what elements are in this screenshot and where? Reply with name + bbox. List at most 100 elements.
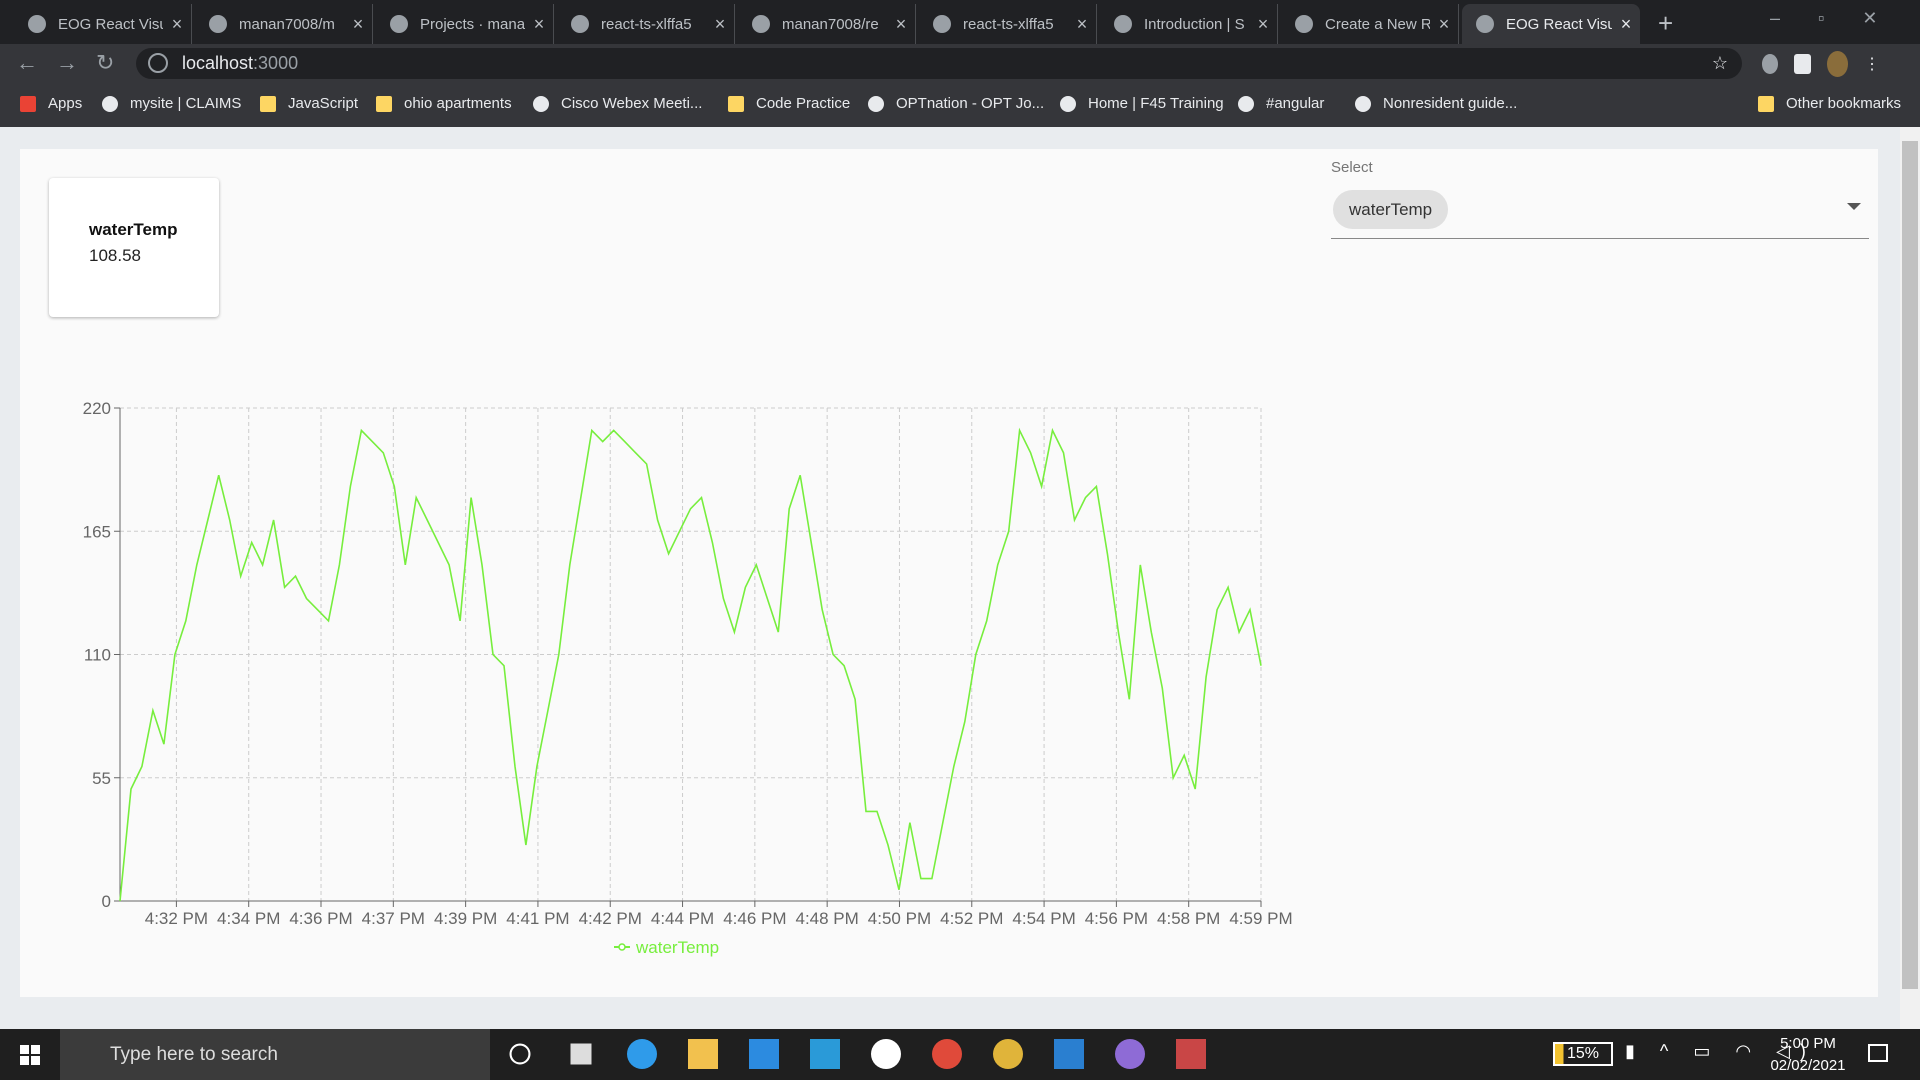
bookmark-icon <box>533 95 549 112</box>
bookmark[interactable]: Code Practice <box>728 95 850 112</box>
bookmark[interactable]: #angular <box>1238 95 1324 112</box>
pinned-apps[interactable] <box>505 1039 1206 1069</box>
x-tick-label: 4:58 PM <box>1157 909 1220 928</box>
tab[interactable]: Projects · mana × <box>376 4 554 44</box>
x-tick-label: 4:44 PM <box>651 909 714 928</box>
tab[interactable]: Create a New R × <box>1281 4 1459 44</box>
content: waterTemp 108.58 Select waterTemp 0 55 110… <box>0 127 1900 1029</box>
port: :3000 <box>253 53 299 73</box>
bookmark[interactable]: JavaScript <box>260 95 358 112</box>
chart: 0 55 110 165 220 4:32 PM 4:34 PM 4:36 PM 4:37 PM… <box>83 399 1293 957</box>
x-tick-label: 4:54 PM <box>1012 909 1075 928</box>
tab-icon <box>390 15 408 33</box>
new-tab[interactable]: + <box>1658 8 1674 38</box>
tab[interactable]: react-ts-xlffa5 × <box>557 4 735 44</box>
dashboard: waterTemp 108.58 Select waterTemp 0 55 110… <box>20 149 1878 997</box>
tab-close[interactable]: × <box>1076 13 1088 34</box>
y-tick-label: 55 <box>92 769 111 788</box>
tab-close[interactable]: × <box>352 13 364 34</box>
x-tick-label: 4:36 PM <box>289 909 352 928</box>
bookmark-icon <box>868 95 884 112</box>
tab-icon <box>752 15 770 33</box>
tab-title: Projects · mana <box>420 15 525 33</box>
tab-title: react-ts-xlffa5 <box>963 15 1054 33</box>
bookmark[interactable]: mysite | CLAIMS <box>102 95 241 112</box>
tab[interactable]: EOG React Visu × <box>1462 4 1640 44</box>
bookmark-label: Code Practice <box>756 95 851 112</box>
tab-icon <box>1114 15 1132 33</box>
bookmark[interactable]: OPTnation - OPT Jo... <box>868 95 1044 112</box>
tab-title: EOG React Visu <box>58 15 163 33</box>
bookmark[interactable]: Home | F45 Training <box>1060 95 1224 112</box>
bookmark[interactable]: Other bookmarks <box>1758 95 1901 112</box>
omnibox[interactable]: localhost:3000 ☆ <box>136 48 1742 79</box>
window-controls: –▫✕ <box>1770 8 1916 28</box>
tab[interactable]: react-ts-xlffa5 × <box>919 4 1097 44</box>
tab-close[interactable]: × <box>1620 13 1632 34</box>
x-tick-label: 4:48 PM <box>796 909 859 928</box>
bookmark-label: Home | F45 Training <box>1088 95 1224 112</box>
other-bookmarks: Other bookmarks <box>1786 95 1902 112</box>
x-tick-label: 4:56 PM <box>1085 909 1148 928</box>
x-tick-label: 4:41 PM <box>506 909 569 928</box>
bookmark[interactable]: Nonresident guide... <box>1355 95 1517 112</box>
battery: 15% <box>1553 1042 1613 1066</box>
x-tick-label: 4:42 PM <box>579 909 642 928</box>
card-title: waterTemp <box>89 220 178 239</box>
tab-close[interactable]: × <box>714 13 726 34</box>
y-tick-label: 220 <box>83 399 111 418</box>
tab-title: react-ts-xlffa5 <box>601 15 692 33</box>
search-box[interactable]: Type here to search <box>60 1029 490 1080</box>
bookmark-label: #angular <box>1266 95 1325 112</box>
tray: ▮ ^ ▭ ◠ ◁) <box>1625 1041 1816 1061</box>
x-tick-label: 4:32 PM <box>145 909 208 928</box>
nav-buttons[interactable]: ←→↻ <box>16 50 133 75</box>
x-tick-label: 4:46 PM <box>723 909 786 928</box>
tab[interactable]: manan7008/re × <box>738 4 916 44</box>
address-bar: ←→↻ localhost:3000 ☆ ⋮ <box>0 44 1920 83</box>
x-tick-label: 4:50 PM <box>868 909 931 928</box>
tab-bar: + –▫✕ EOG React Visu × manan7008/m × Project… <box>0 0 1920 44</box>
start[interactable] <box>20 1045 40 1065</box>
tab-icon <box>28 15 46 33</box>
metric-card: waterTemp 108.58 <box>49 178 219 317</box>
select[interactable]: waterTemp <box>1331 187 1869 239</box>
bookmark-icon <box>20 95 36 112</box>
bookmark-label: Nonresident guide... <box>1383 95 1518 112</box>
bookmark-label: Apps <box>48 95 83 112</box>
y-tick-label: 165 <box>83 522 111 541</box>
select-label: Select <box>1331 159 1373 176</box>
x-tick-label: 4:59 PM <box>1229 909 1292 928</box>
bookmark-label: Cisco Webex Meeti... <box>561 95 703 112</box>
tab-title: manan7008/re <box>782 15 879 33</box>
y-tick-label: 0 <box>102 892 111 911</box>
host: localhost <box>182 53 254 73</box>
tab[interactable]: EOG React Visu × <box>14 4 192 44</box>
scrollbar[interactable] <box>1900 127 1920 1029</box>
tab-close[interactable]: × <box>895 13 907 34</box>
tab-icon <box>1295 15 1313 33</box>
x-tick-label: 4:39 PM <box>434 909 497 928</box>
bookmark[interactable]: ohio apartments <box>376 95 512 112</box>
bookmarks-bar: Other bookmarks Apps mysite | CLAIMS JavaS… <box>0 83 1920 127</box>
chip[interactable]: waterTemp <box>1333 190 1449 229</box>
tab-close[interactable]: × <box>533 13 545 34</box>
tab[interactable]: manan7008/m × <box>195 4 373 44</box>
line <box>119 427 1262 902</box>
bookmark[interactable]: Apps <box>20 95 82 112</box>
tab-icon <box>1476 15 1494 33</box>
tab[interactable]: Introduction | S × <box>1100 4 1278 44</box>
x-tick-label: 4:37 PM <box>362 909 425 928</box>
extensions[interactable]: ⋮ <box>1762 51 1880 77</box>
notifications[interactable] <box>1868 1044 1888 1062</box>
bookmark-label: mysite | CLAIMS <box>130 95 242 112</box>
tab-close[interactable]: × <box>1257 13 1269 34</box>
bookmark-label: JavaScript <box>288 95 359 112</box>
tab-close[interactable]: × <box>1438 13 1450 34</box>
bookmark[interactable]: Cisco Webex Meeti... <box>533 95 702 112</box>
tab-close[interactable]: × <box>171 13 183 34</box>
bookmark-icon <box>1355 95 1371 112</box>
legend-label: waterTemp <box>635 938 719 957</box>
y-tick-label: 110 <box>84 646 111 665</box>
